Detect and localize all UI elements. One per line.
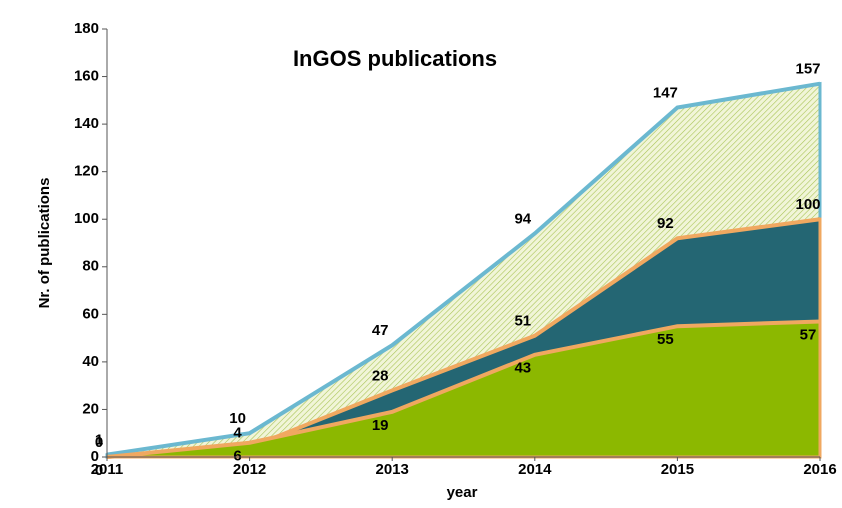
y-tick-label: 100 bbox=[74, 210, 99, 227]
y-axis-label: Nr. of publications bbox=[36, 178, 53, 309]
data-label: 28 bbox=[372, 367, 389, 384]
plot-area: 1 10 47 94 147 157 0 4 28 51 92 100 0 6 19 43 55 57 0 20 40 6… bbox=[74, 20, 837, 479]
data-label: 100 bbox=[795, 196, 820, 213]
data-label: 94 bbox=[514, 210, 531, 227]
data-label: 10 bbox=[229, 410, 246, 427]
data-label: 55 bbox=[657, 331, 674, 348]
x-tick-label: 2013 bbox=[376, 461, 409, 478]
data-label: 157 bbox=[795, 61, 820, 78]
y-tick-label: 0 bbox=[91, 448, 99, 465]
y-tick-label: 20 bbox=[82, 400, 99, 417]
data-label: 51 bbox=[514, 313, 531, 330]
data-label: 43 bbox=[514, 360, 531, 377]
data-label: 57 bbox=[800, 326, 817, 343]
y-tick-label: 60 bbox=[82, 305, 99, 322]
x-tick-label: 2016 bbox=[803, 461, 836, 478]
area-line bbox=[106, 319, 821, 459]
data-label: 47 bbox=[372, 322, 389, 339]
data-label: 4 bbox=[233, 424, 242, 441]
y-tick-label: 120 bbox=[74, 163, 99, 180]
data-label: 6 bbox=[233, 448, 241, 465]
y-tick-label: 40 bbox=[82, 353, 99, 370]
chart-title: InGOS publications bbox=[293, 46, 497, 71]
x-tick-label: 2014 bbox=[518, 461, 552, 478]
x-axis-label: year bbox=[447, 484, 478, 501]
y-tick-label: 180 bbox=[74, 20, 99, 37]
data-label: 0 bbox=[95, 462, 103, 479]
x-tick-label: 2012 bbox=[233, 461, 266, 478]
data-label: 19 bbox=[372, 417, 389, 434]
y-tick-label: 80 bbox=[82, 258, 99, 275]
data-label: 0 bbox=[95, 434, 103, 451]
data-label: 1 bbox=[95, 432, 103, 449]
data-label: 92 bbox=[657, 215, 674, 232]
data-label: 147 bbox=[653, 84, 678, 101]
x-tick-label: 2015 bbox=[661, 461, 694, 478]
y-tick-label: 140 bbox=[74, 115, 99, 132]
y-tick-label: 160 bbox=[74, 68, 99, 85]
area-line bbox=[106, 81, 821, 457]
x-tick-label: 2011 bbox=[91, 461, 124, 478]
